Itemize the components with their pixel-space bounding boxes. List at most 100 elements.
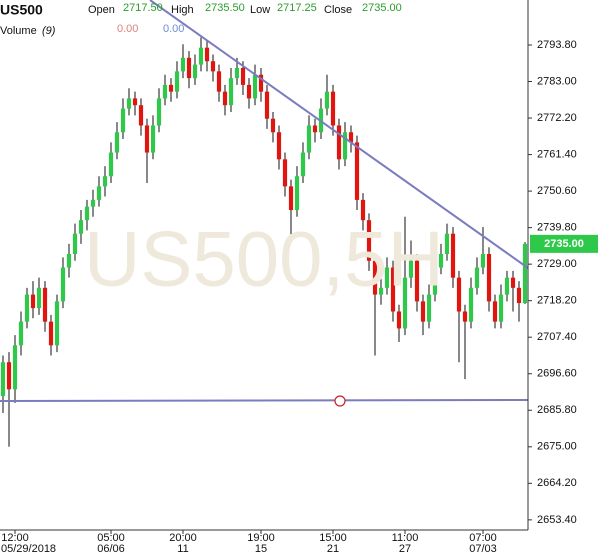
- candle-body: [138, 105, 144, 126]
- x-tick-label: 19:00: [247, 532, 275, 544]
- candle-body: [300, 152, 306, 177]
- x-tick-label: 15: [255, 543, 267, 555]
- candle-body: [6, 362, 12, 390]
- candle-body: [378, 287, 384, 295]
- x-tick-label: 20:00: [169, 532, 197, 544]
- candle-body: [414, 260, 420, 302]
- candle-body: [366, 220, 372, 261]
- candle-body: [288, 186, 294, 211]
- candle-body: [60, 267, 66, 302]
- candle-body: [498, 294, 504, 322]
- header-value: 2735.00: [362, 2, 402, 14]
- y-tick-label: 2750.60: [537, 185, 577, 197]
- candle-body: [108, 152, 114, 177]
- candle-body: [516, 287, 522, 304]
- y-tick-label: 2653.40: [537, 514, 577, 526]
- candle-body: [312, 125, 318, 133]
- header-value: 2735.50: [205, 2, 245, 14]
- header-label: Low: [250, 4, 270, 16]
- header-label: Open: [88, 4, 115, 16]
- candle-body: [450, 233, 456, 278]
- candle-body: [444, 233, 450, 255]
- candle-body: [426, 294, 432, 322]
- plot: [0, 37, 528, 447]
- candle-body: [180, 57, 186, 72]
- candle-body: [144, 125, 150, 153]
- candle-body: [168, 84, 174, 92]
- candle-body: [408, 260, 414, 278]
- candle-body: [480, 254, 486, 268]
- candle-body: [330, 91, 336, 126]
- y-tick-label: 2696.60: [537, 368, 577, 380]
- x-tick-label: 15:00: [319, 532, 347, 544]
- y-tick-label: 2718.20: [537, 295, 577, 307]
- candle-body: [354, 142, 360, 200]
- volume-value: 0.00: [163, 23, 184, 35]
- candle-body: [126, 98, 132, 109]
- candle-body: [294, 176, 300, 211]
- candle-body: [390, 267, 396, 312]
- candle-body: [264, 91, 270, 119]
- candle-body: [36, 287, 42, 309]
- symbol: US500: [0, 2, 43, 18]
- candle-body: [18, 321, 24, 346]
- header-label: Close: [324, 4, 352, 16]
- volume-period: (9): [42, 25, 56, 37]
- candle-body: [324, 91, 330, 109]
- candle-body: [102, 176, 108, 187]
- candle-body: [252, 74, 258, 99]
- candle-body: [438, 254, 444, 268]
- watermark: US500,5H: [84, 215, 444, 303]
- y-tick-label: 2664.20: [537, 477, 577, 489]
- candle-body: [474, 267, 480, 288]
- y-tick-label: 2761.40: [537, 148, 577, 160]
- y-tick-label: 2729.00: [537, 258, 577, 270]
- candle-body: [156, 98, 162, 126]
- x-tick-label: 11: [177, 543, 188, 555]
- candle-body: [114, 132, 120, 153]
- candle-body: [492, 301, 498, 322]
- candle-body: [162, 84, 168, 99]
- candle-body: [210, 61, 216, 72]
- candle-body: [420, 301, 426, 322]
- x-tick-label: 06/06: [97, 543, 125, 555]
- candle-body: [90, 199, 96, 207]
- y-tick-label: 2685.80: [537, 404, 577, 416]
- candle-body: [504, 277, 510, 295]
- candle-body: [306, 125, 312, 153]
- candle-body: [186, 57, 192, 79]
- x-tick-label: 05:00: [97, 532, 125, 544]
- candle-body: [336, 125, 342, 160]
- candle-body: [84, 206, 90, 221]
- x-tick-label: 11:00: [392, 532, 419, 544]
- candle-body: [54, 301, 60, 346]
- header-label: High: [171, 4, 194, 16]
- candle-body: [12, 345, 18, 390]
- candle-body: [234, 67, 240, 79]
- candle-body: [522, 243, 528, 304]
- line-handle[interactable]: [334, 395, 346, 407]
- x-tick-label: 07:00: [469, 532, 497, 544]
- y-tick-label: 2739.80: [537, 222, 577, 234]
- candle-body: [342, 132, 348, 160]
- candle-body: [462, 311, 468, 322]
- candle-body: [222, 91, 228, 106]
- candle-body: [132, 98, 138, 106]
- candle-body: [258, 74, 264, 92]
- candle-body: [456, 277, 462, 312]
- header-value: 2717.25: [277, 2, 317, 14]
- candle-body: [228, 78, 234, 106]
- candle-body: [150, 125, 156, 153]
- x-tick-label: 07/03: [469, 543, 497, 555]
- candle-body: [216, 71, 222, 92]
- candle-body: [384, 267, 390, 288]
- candle-body: [486, 254, 492, 302]
- candle-body: [246, 84, 252, 99]
- y-tick-label: 2783.00: [537, 75, 577, 87]
- candle-body: [72, 233, 78, 255]
- candle-body: [240, 67, 246, 85]
- x-tick-label: 21: [327, 543, 339, 555]
- candle-body: [174, 71, 180, 92]
- volume-label: Volume: [0, 25, 37, 37]
